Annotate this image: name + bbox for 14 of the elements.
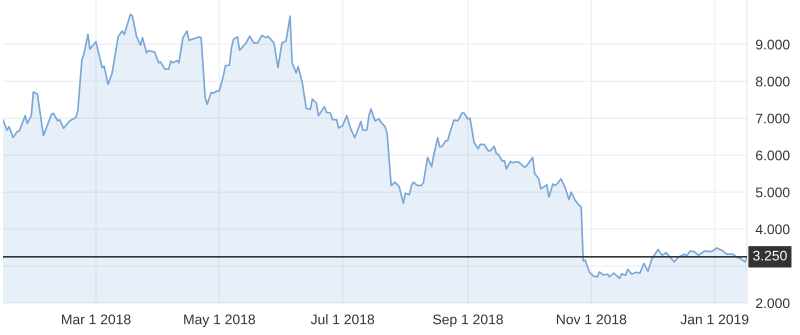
y-tick-label: 8.000 [756,76,790,86]
y-tick-label: 5.000 [756,187,790,198]
x-tick-label: Sep 1 2018 [433,314,503,328]
x-tick-label: Mar 1 2018 [62,314,131,324]
y-tick-label: 6.000 [756,150,790,160]
x-tick-label: Jul 1 2018 [310,314,374,324]
x-tick-label: May 1 2018 [184,314,256,328]
x-tick-label: Nov 1 2018 [556,314,626,324]
y-tick-label: 4.000 [756,224,790,234]
y-tick-label: 2.000 [756,298,790,308]
y-tick-label: 7.000 [756,114,790,124]
y-tick-label: 9.000 [756,40,790,50]
ref-line-label: 3.250 [753,250,787,261]
x-tick-label: Jan 1 2019 [680,314,748,324]
